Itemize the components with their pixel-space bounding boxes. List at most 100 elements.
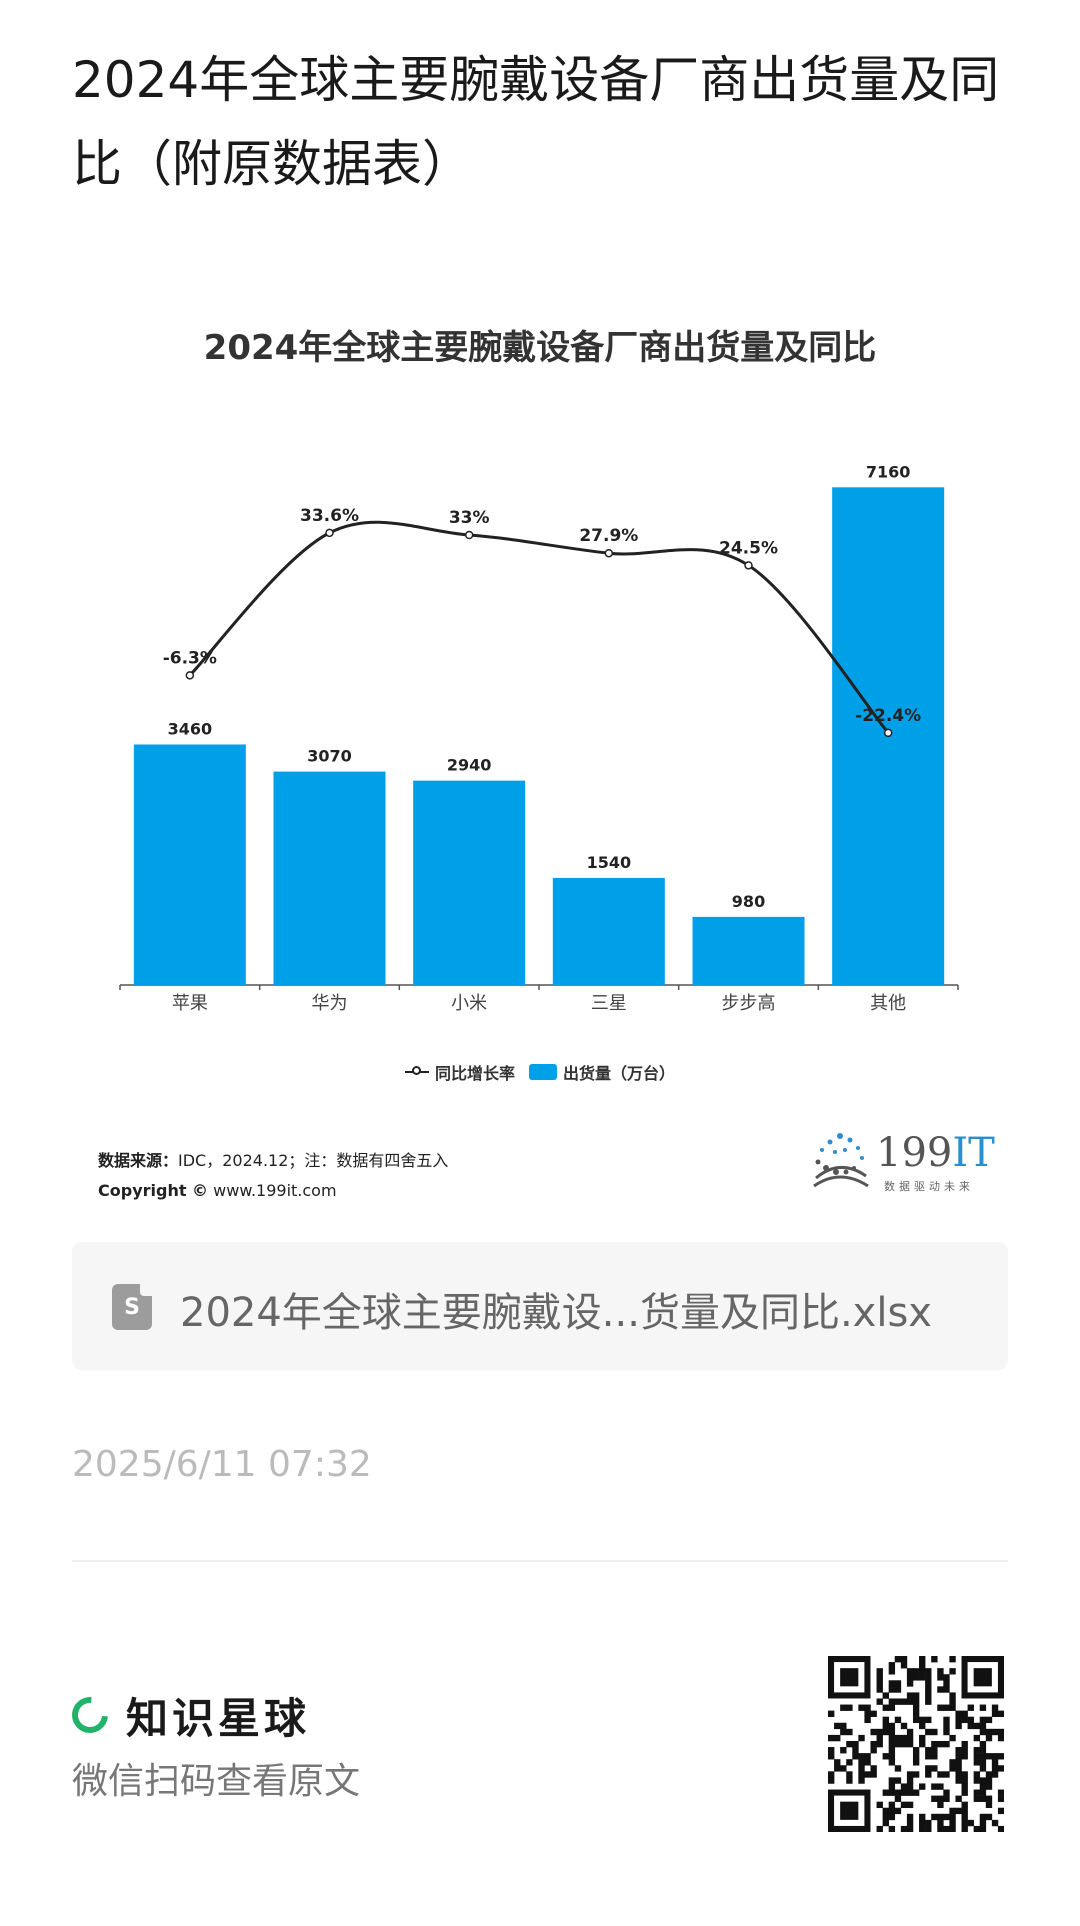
qr-module (937, 1795, 944, 1802)
attachment-file-card[interactable]: S 2024年全球主要腕戴设...货量及同比.xlsx (72, 1242, 1008, 1370)
qr-module (888, 1722, 896, 1730)
bar-value-label: 3070 (307, 747, 352, 766)
qr-module (931, 1753, 938, 1760)
qr-finder-core (840, 1668, 859, 1687)
qr-module (979, 1747, 987, 1754)
qr-module (919, 1813, 926, 1821)
chart-image[interactable]: 2024年全球主要腕戴设备厂商出货量及同比 3460 苹果 3070 华为 2940 小米… (72, 300, 1008, 1230)
qr-module (882, 1722, 889, 1730)
qr-module (882, 1716, 889, 1724)
qr-module (876, 1740, 883, 1748)
qr-module (912, 1716, 920, 1724)
qr-module (931, 1783, 938, 1790)
qr-module (949, 1819, 956, 1827)
qr-module (961, 1783, 968, 1790)
qr-module (906, 1734, 914, 1742)
qr-module (864, 1716, 871, 1724)
qr-module (912, 1759, 920, 1766)
qr-module (955, 1771, 962, 1778)
chart-source: 数据来源：IDC，2024.12；注：数据有四舍五入 Copyright © w… (98, 1146, 448, 1206)
qr-module (967, 1704, 974, 1711)
qr-module (931, 1656, 938, 1663)
qr-module (894, 1716, 902, 1724)
qr-module (834, 1722, 841, 1730)
qr-module (900, 1801, 908, 1809)
qr-module (949, 1734, 956, 1742)
qr-module (979, 1704, 987, 1711)
qr-module (894, 1656, 902, 1663)
qr-module (943, 1722, 950, 1730)
qr-module (919, 1656, 926, 1663)
qr-module (888, 1704, 896, 1711)
growth-point (464, 530, 474, 540)
qr-module (894, 1734, 902, 1742)
qr-module (979, 1819, 987, 1827)
bar-value-label: 3460 (168, 719, 213, 738)
qr-module (882, 1692, 889, 1699)
qr-module (858, 1771, 865, 1778)
qr-module (906, 1801, 914, 1809)
qr-module (906, 1668, 914, 1675)
qr-module (864, 1759, 871, 1766)
qr-module (991, 1759, 999, 1766)
qr-code[interactable] (828, 1656, 1004, 1832)
qr-module (985, 1801, 993, 1809)
qr-module (894, 1698, 902, 1705)
qr-module (912, 1747, 920, 1754)
qr-module (985, 1716, 993, 1724)
qr-module (894, 1807, 902, 1815)
qr-module (888, 1807, 896, 1815)
brand-slogan: 数据驱动未来 (884, 1180, 974, 1193)
qr-module (900, 1825, 908, 1832)
qr-module (870, 1728, 877, 1736)
bar-value-label: 7160 (866, 462, 911, 481)
qr-module (949, 1807, 956, 1815)
qr-module (991, 1728, 999, 1736)
qr-module (912, 1698, 920, 1705)
qr-module (888, 1668, 896, 1675)
qr-module (955, 1795, 962, 1802)
qr-module (961, 1801, 968, 1809)
bar (273, 771, 386, 985)
qr-module (949, 1698, 956, 1705)
bar (552, 877, 665, 985)
qr-module (888, 1825, 896, 1832)
qr-module (870, 1710, 877, 1717)
qr-module (985, 1777, 993, 1784)
qr-module (846, 1728, 853, 1736)
qr-module (906, 1819, 914, 1827)
qr-module (943, 1674, 950, 1681)
qr-module (937, 1819, 944, 1827)
qr-module (858, 1704, 865, 1711)
qr-module (888, 1801, 896, 1809)
growth-line (188, 520, 890, 734)
qr-module (912, 1753, 920, 1760)
qr-module (906, 1674, 914, 1681)
qr-module (876, 1686, 883, 1693)
qr-module (997, 1789, 1004, 1796)
qr-module (888, 1740, 896, 1748)
brand-name-a: 199 (876, 1130, 953, 1176)
qr-module (834, 1759, 841, 1766)
qr-module (943, 1686, 950, 1693)
qr-module (906, 1771, 914, 1778)
qr-module (870, 1740, 877, 1748)
qr-module (973, 1759, 981, 1766)
qr-module (888, 1747, 896, 1754)
qr-module (828, 1710, 835, 1717)
qr-module (925, 1680, 932, 1687)
qr-module (925, 1686, 932, 1693)
qr-module (997, 1795, 1004, 1802)
qr-module (840, 1722, 847, 1730)
qr-module (882, 1704, 889, 1711)
qr-module (906, 1825, 914, 1832)
qr-module (888, 1686, 896, 1693)
qr-module (979, 1789, 987, 1796)
qr-module (985, 1771, 993, 1778)
qr-module (997, 1807, 1004, 1815)
qr-module (876, 1698, 883, 1705)
qr-module (919, 1722, 926, 1730)
qr-module (949, 1692, 956, 1699)
qr-module (925, 1674, 932, 1681)
bar-value-label: 2940 (447, 756, 492, 775)
